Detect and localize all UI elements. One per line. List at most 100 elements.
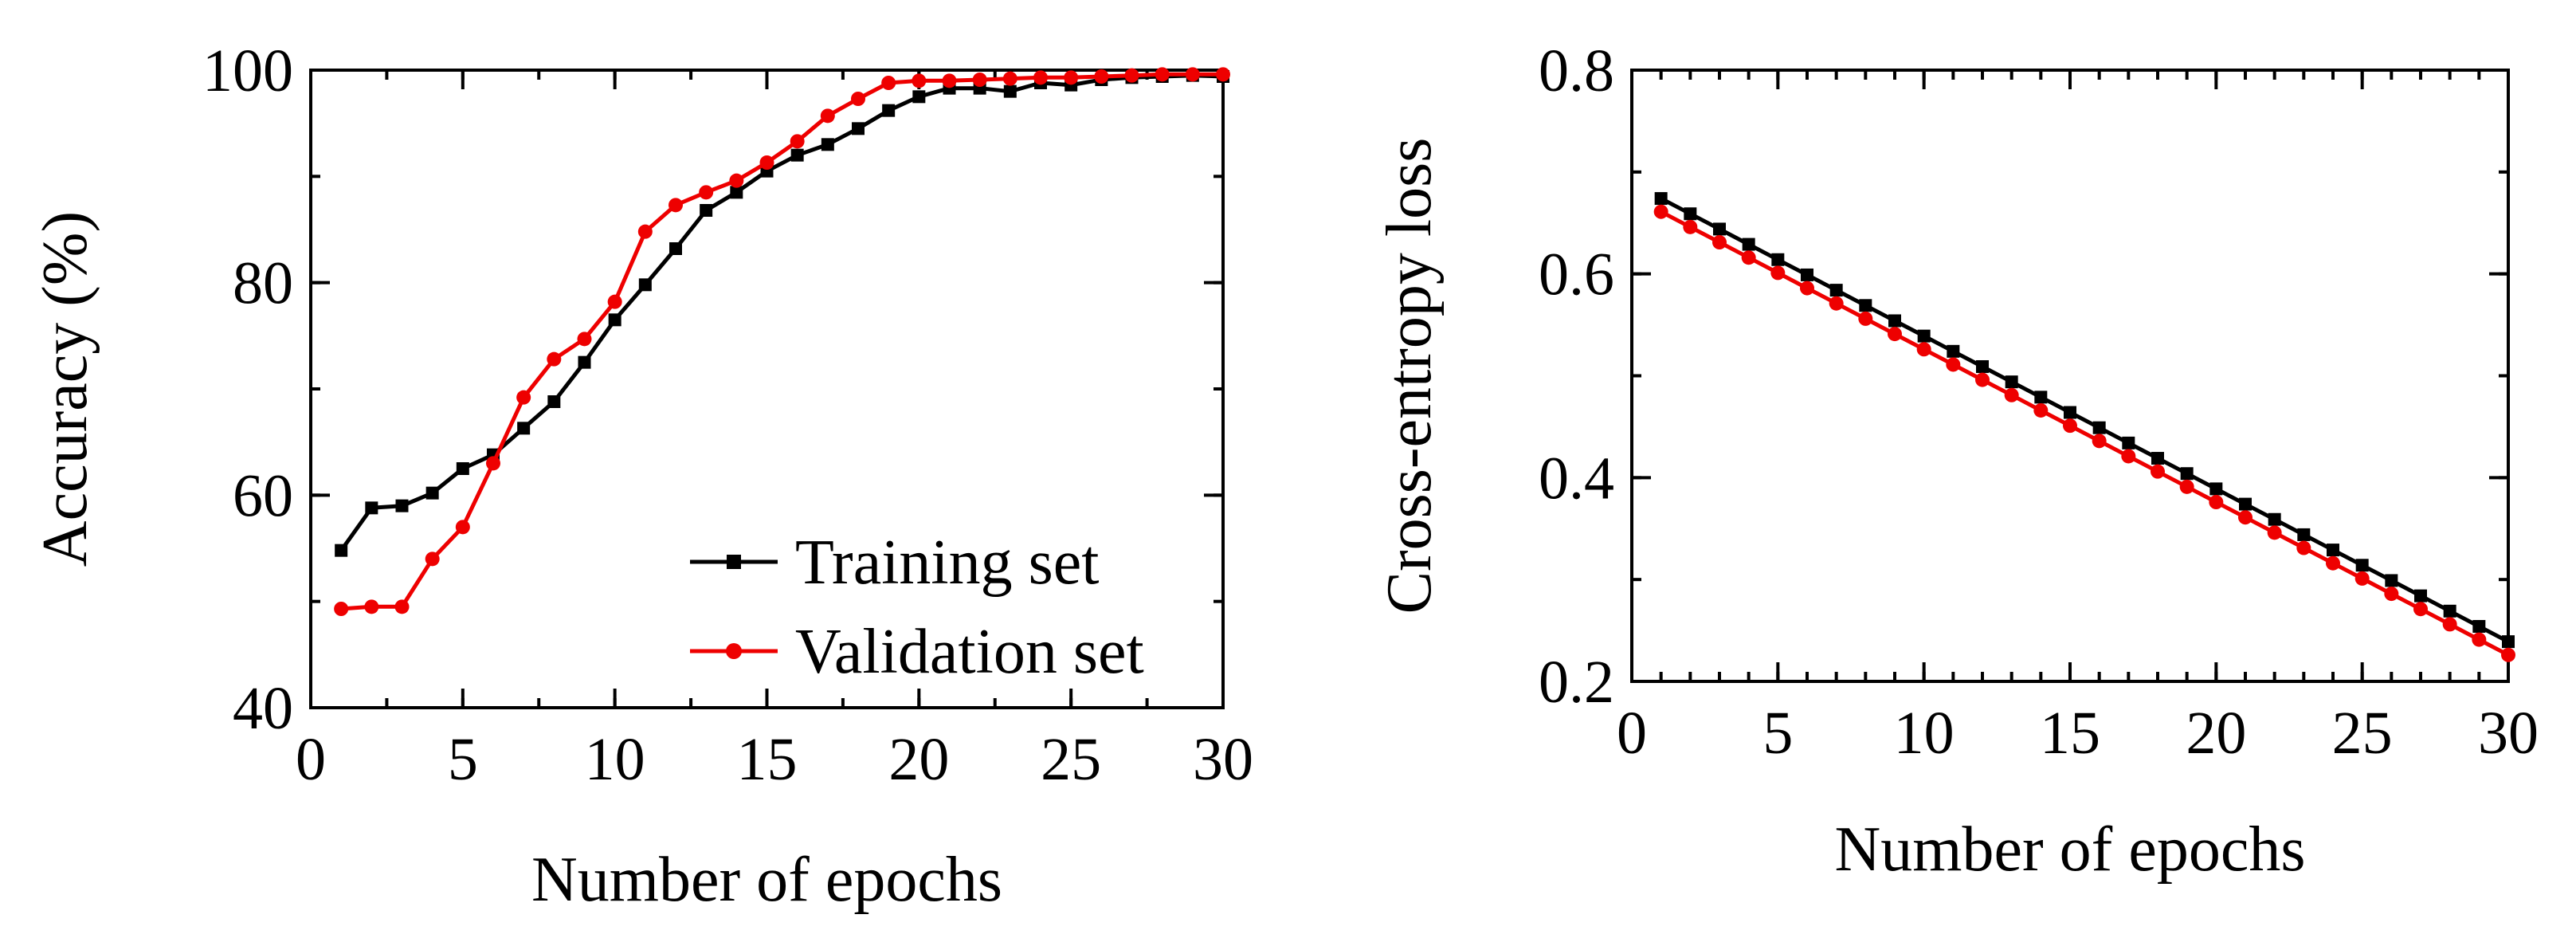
validation-set-point xyxy=(607,294,622,309)
training-set-point xyxy=(1713,222,1726,236)
training-set-point xyxy=(335,544,348,557)
validation-set-point xyxy=(2326,555,2340,571)
validation-set-point xyxy=(2092,434,2107,449)
validation-set-point xyxy=(790,134,805,149)
training-set-point xyxy=(821,138,834,151)
validation-set-point xyxy=(1124,68,1139,83)
validation-set-point xyxy=(1653,204,1668,219)
validation-set-point xyxy=(2413,602,2428,617)
validation-set-point xyxy=(637,224,653,239)
validation-set-point xyxy=(1888,327,1902,342)
validation-set-point xyxy=(2063,418,2077,434)
training-set-point xyxy=(730,186,743,199)
validation-set-point xyxy=(2354,571,2370,586)
validation-set-point xyxy=(2472,632,2487,647)
validation-set-point xyxy=(455,520,470,535)
y-tick-label: 80 xyxy=(233,250,293,317)
x-tick-label: 10 xyxy=(1894,700,1955,767)
validation-set-point xyxy=(1800,281,1814,296)
training-set-point xyxy=(1859,299,1872,312)
validation-set-point xyxy=(577,332,592,347)
validation-set-point xyxy=(2267,525,2282,540)
training-set-point xyxy=(2385,574,2398,587)
training-set-line xyxy=(1660,196,2510,644)
y-axis-title: Cross-entropy loss xyxy=(1374,138,1445,614)
validation-set-point xyxy=(820,108,835,124)
validation-set-point xyxy=(1033,70,1048,85)
x-tick-label: 15 xyxy=(2040,700,2100,767)
legend-training-set-label: Training set xyxy=(795,528,1100,598)
validation-set-point xyxy=(1712,235,1727,250)
legend-validation-set-marker xyxy=(726,643,742,659)
training-set-point xyxy=(700,204,713,217)
validation-set-point xyxy=(334,602,349,616)
validation-set-point xyxy=(1829,296,1844,311)
validation-set-point xyxy=(1002,71,1017,86)
x-tick-label: 5 xyxy=(1762,700,1793,767)
validation-set-point xyxy=(1185,67,1200,82)
training-set-point xyxy=(2502,635,2515,649)
training-set-point xyxy=(578,355,591,369)
training-set-point xyxy=(2151,452,2164,465)
validation-set-point xyxy=(1683,219,1698,234)
validation-set-point xyxy=(2179,479,2194,494)
training-set-point xyxy=(2064,406,2076,419)
training-set-point xyxy=(2355,559,2369,572)
validation-set-point xyxy=(1064,70,1079,85)
y-tick-label: 0.8 xyxy=(1539,37,1614,104)
training-set-point xyxy=(1947,344,1960,358)
validation-set-point xyxy=(2209,495,2224,510)
training-set-point xyxy=(852,122,865,135)
validation-set-point xyxy=(364,599,379,614)
y-tick-label: 0.4 xyxy=(1539,445,1614,512)
training-set-point xyxy=(638,278,652,292)
y-tick-label: 40 xyxy=(233,675,293,742)
validation-set-point xyxy=(699,185,714,200)
training-set-point xyxy=(1801,268,1813,281)
training-set-point xyxy=(790,148,804,162)
x-tick-label: 5 xyxy=(448,726,478,793)
training-set-point xyxy=(1888,314,1901,328)
y-tick-label: 60 xyxy=(233,462,293,529)
y-tick-label: 0.6 xyxy=(1539,241,1614,308)
validation-set-point xyxy=(425,551,440,567)
validation-set-point xyxy=(1741,250,1756,265)
training-set-point xyxy=(2122,436,2135,449)
x-tick-label: 10 xyxy=(585,726,645,793)
legend-training-set-marker xyxy=(727,555,741,569)
x-axis-title: Number of epochs xyxy=(1835,814,2306,885)
validation-set-point xyxy=(2238,510,2253,525)
validation-set-point xyxy=(2151,464,2165,479)
validation-set-point xyxy=(2501,647,2515,662)
training-set-point xyxy=(1976,359,1989,373)
training-set-point xyxy=(2092,421,2106,434)
training-set-point xyxy=(547,395,561,408)
x-tick-label: 20 xyxy=(2186,700,2246,767)
x-tick-label: 25 xyxy=(1041,726,1101,793)
validation-set-point xyxy=(881,76,896,90)
loss-chart: 0 5 10 15 20 25 30 0.2 0.4 0.6 0.8 Number of epochs… xyxy=(1374,37,2539,885)
y-axis-title: Accuracy (%) xyxy=(30,211,100,567)
validation-set-point xyxy=(942,73,957,88)
validation-set-point xyxy=(912,73,927,88)
validation-set-point xyxy=(1946,357,1961,372)
training-set-point xyxy=(1771,253,1785,266)
training-set-point xyxy=(2443,604,2456,618)
validation-set-line xyxy=(1660,210,2510,657)
x-tick-label: 30 xyxy=(2478,700,2539,767)
validation-set-point xyxy=(547,351,562,367)
training-set-point xyxy=(1684,207,1697,221)
x-tick-label: 25 xyxy=(2332,700,2393,767)
validation-set-point xyxy=(394,599,410,614)
training-set-point xyxy=(608,313,621,327)
validation-set-point xyxy=(2033,402,2049,418)
training-set-point xyxy=(425,486,439,500)
training-set-point xyxy=(2414,589,2427,602)
training-set-point xyxy=(1829,284,1843,297)
plot-frame xyxy=(1630,69,2510,683)
validation-set-point xyxy=(2384,587,2399,602)
y-tick-label: 100 xyxy=(202,37,293,104)
x-tick-label: 0 xyxy=(296,726,326,793)
validation-set-point xyxy=(2442,617,2457,632)
validation-set-point xyxy=(972,73,987,87)
